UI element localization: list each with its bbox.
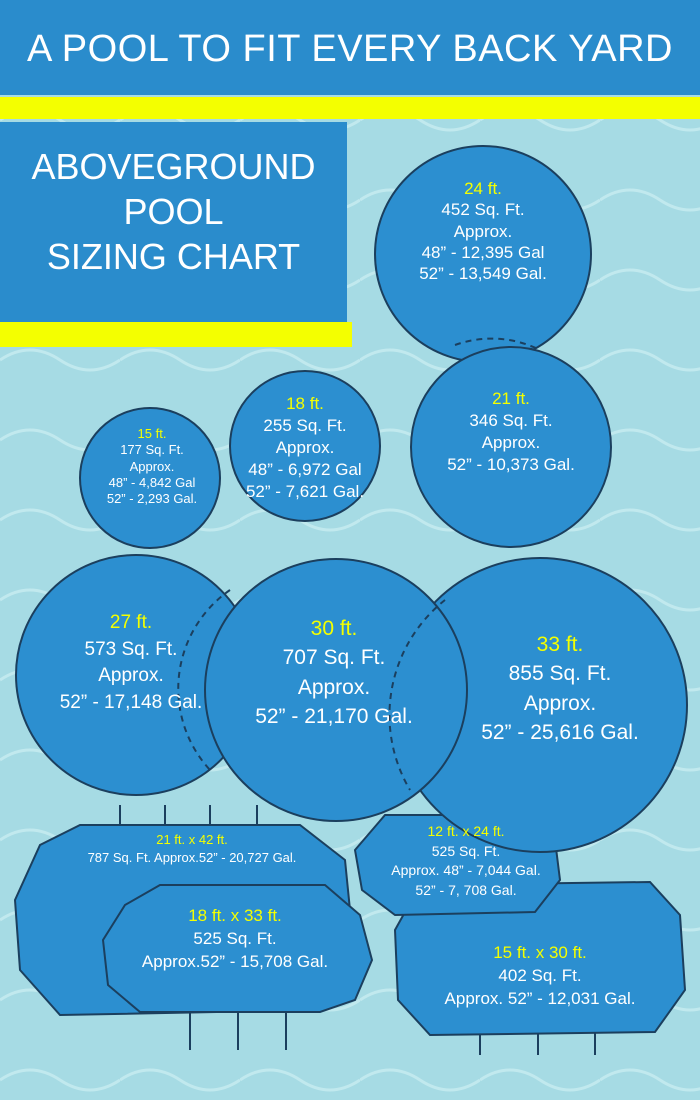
page-title: A POOL TO FIT EVERY BACK YARD [0, 0, 700, 95]
pool-shape-30ft [204, 558, 468, 822]
pool-line: 346 Sq. Ft. [469, 411, 553, 431]
pool-label-24ft: 24 ft. 452 Sq. Ft. Approx. 48” - 12,395 … [419, 178, 547, 284]
pool-line: 52” - 25,616 Gal. [481, 721, 639, 745]
pool-line: 48” - 12,395 Gal [421, 242, 545, 262]
pool-shape-21ft [410, 346, 612, 548]
title-line: POOL [123, 191, 224, 232]
pool-shape-18x33 [101, 884, 374, 1050]
pool-size: 21 ft. [492, 389, 530, 408]
pool-shape-15x30 [393, 880, 687, 1055]
pool-line: Approx. [129, 458, 175, 474]
pool-line: 255 Sq. Ft. [263, 416, 347, 436]
pool-line: 48” - 6,972 Gal [248, 460, 362, 480]
pool-line: Approx.52” - 15,708 Gal. [141, 951, 329, 971]
pool-label-12x24: 12 ft. x 24 ft. 525 Sq. Ft. Approx. 48” … [391, 822, 540, 900]
pool-label-18x33: 18 ft. x 33 ft. 525 Sq. Ft. Approx.52” -… [142, 905, 328, 974]
title-line: SIZING CHART [46, 236, 301, 277]
pool-line: Approx. 52” - 12,031 Gal. [444, 988, 636, 1008]
pool-shape-18ft [229, 370, 381, 522]
pool-shape-15ft [79, 407, 221, 549]
pool-line: Approx. [297, 675, 371, 699]
pool-line: 787 Sq. Ft. Approx.52” - 20,727 Gal. [87, 849, 297, 865]
yellow-underline [0, 322, 352, 347]
pool-line: 52” - 10,373 Gal. [447, 455, 575, 475]
pool-line: Approx. [523, 691, 597, 715]
pool-line: 525 Sq. Ft. [431, 842, 501, 859]
pool-line: 52” - 7,621 Gal. [245, 482, 365, 502]
pool-line: Approx. [453, 221, 513, 241]
pool-line: Approx. [98, 665, 164, 687]
pool-line: 52” - 17,148 Gal. [59, 691, 203, 713]
pool-line: Approx. [275, 438, 335, 458]
pool-size: 12 ft. x 24 ft. [427, 823, 505, 839]
pool-size: 15 ft. x 30 ft. [493, 943, 587, 962]
pool-line: 402 Sq. Ft. [498, 965, 582, 985]
pool-label-21ft: 21 ft. 346 Sq. Ft. Approx. 52” - 10,373 … [447, 388, 575, 476]
pool-label-21x42: 21 ft. x 42 ft. 787 Sq. Ft. Approx.52” -… [88, 831, 297, 866]
pool-size: 21 ft. x 42 ft. [156, 832, 228, 847]
pool-label-15ft: 15 ft. 177 Sq. Ft. Approx. 48” - 4,842 G… [107, 426, 197, 507]
pool-size: 18 ft. x 33 ft. [188, 906, 282, 925]
pool-size: 15 ft. [137, 426, 167, 441]
pool-label-27ft: 27 ft. 573 Sq. Ft. Approx. 52” - 17,148 … [60, 610, 203, 716]
pool-line: Approx. 48” - 7,044 Gal. [391, 862, 541, 879]
pool-line: 52” - 13,549 Gal. [419, 264, 547, 283]
sizing-chart-title: ABOVEGROUND POOL SIZING CHART [0, 122, 347, 322]
pool-label-30ft: 30 ft. 707 Sq. Ft. Approx. 52” - 21,170 … [255, 614, 413, 732]
pool-size: 27 ft. [109, 612, 153, 633]
pool-line: 525 Sq. Ft. [193, 928, 277, 948]
pool-size: 33 ft. [536, 633, 584, 656]
pool-line: 452 Sq. Ft. [441, 200, 525, 220]
pool-line: 855 Sq. Ft. [508, 662, 612, 686]
pool-label-33ft: 33 ft. 855 Sq. Ft. Approx. 52” - 25,616 … [481, 630, 639, 748]
yellow-divider [0, 97, 700, 119]
pool-label-15x30: 15 ft. x 30 ft. 402 Sq. Ft. Approx. 52” … [445, 942, 636, 1011]
pool-size: 24 ft. [464, 179, 502, 198]
title-line: ABOVEGROUND [31, 146, 316, 187]
pool-label-18ft: 18 ft. 255 Sq. Ft. Approx. 48” - 6,972 G… [246, 393, 364, 503]
pool-line: 177 Sq. Ft. [120, 442, 184, 458]
pool-line: Approx. [481, 433, 541, 453]
pool-line: 52” - 2,293 Gal. [106, 491, 198, 506]
pool-line: 52” - 7, 708 Gal. [415, 881, 517, 898]
pool-line: 52” - 21,170 Gal. [255, 705, 413, 729]
pool-line: 573 Sq. Ft. [84, 638, 178, 660]
pool-size: 18 ft. [286, 394, 324, 413]
pool-size: 30 ft. [310, 617, 358, 640]
pool-line: 48” - 4,842 Gal [108, 474, 196, 490]
pool-line: 707 Sq. Ft. [282, 646, 386, 670]
